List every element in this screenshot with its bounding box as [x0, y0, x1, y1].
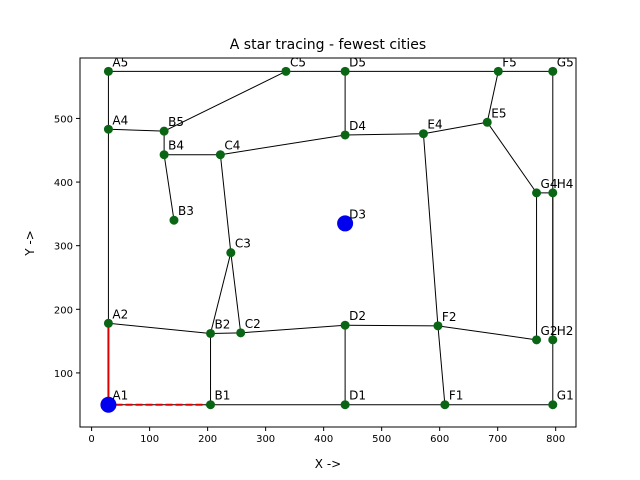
edge-E5-F5	[486, 71, 499, 123]
node-label-C5: C5	[290, 55, 306, 69]
node-B5	[159, 126, 169, 136]
chart-title: A star tracing - fewest cities	[230, 37, 426, 53]
node-label-D2: D2	[349, 309, 366, 323]
y-tick-label-200: 200	[54, 305, 73, 316]
node-label-B1: B1	[215, 389, 231, 403]
y-tick-label-100: 100	[54, 369, 73, 380]
node-label-A1: A1	[112, 389, 128, 403]
node-label-B5: B5	[168, 115, 184, 129]
edge-A2-B2	[108, 322, 211, 334]
x-tick-label-600: 600	[430, 434, 449, 445]
node-B2	[206, 328, 216, 338]
edge-E4-D4	[345, 133, 424, 136]
node-E4	[418, 129, 428, 139]
plot-area: A1 A2 A4 A5 B1 B2 B3 B4 B5 C2 C3 C4 C5 D1 D2 D4 D5 F1 F2 E4…	[100, 55, 574, 413]
y-tick-label-300: 300	[54, 242, 73, 253]
path-line	[107, 323, 211, 406]
node-label-G1: G1	[557, 389, 574, 403]
node-D3	[337, 215, 354, 232]
x-tick-label-100: 100	[140, 434, 159, 445]
edge-C4-C3	[219, 154, 232, 253]
node-label-G4: G4	[541, 177, 558, 191]
edge-D2-F2	[345, 324, 438, 327]
x-axis-label: X ->	[315, 457, 341, 471]
node-F5	[493, 66, 503, 76]
node-C5	[281, 66, 291, 76]
x-tick-label-300: 300	[256, 434, 275, 445]
node-label-B4: B4	[168, 139, 184, 153]
edge-D4-C4	[220, 134, 346, 156]
node-label-F5: F5	[502, 55, 517, 69]
node-A5	[103, 66, 113, 76]
node-D2	[340, 320, 350, 330]
x-tick-label-200: 200	[198, 434, 217, 445]
node-label-H4: H4	[557, 177, 574, 191]
node-label-A4: A4	[112, 113, 128, 127]
node-label-G2: G2	[541, 324, 558, 338]
node-A4	[103, 124, 113, 134]
node-label-A5: A5	[112, 55, 128, 69]
edge-F2-F1	[437, 325, 446, 405]
node-label-H2: H2	[557, 324, 574, 338]
x-tick-label-700: 700	[488, 434, 507, 445]
node-D1	[340, 400, 350, 410]
edge-C2-D2	[240, 324, 346, 334]
edge-B5-A4	[108, 128, 165, 132]
edge-F2-G2	[437, 325, 537, 341]
node-label-B3: B3	[178, 204, 194, 218]
node-H4	[548, 188, 558, 198]
node-C3	[226, 248, 236, 258]
node-label-D4: D4	[349, 119, 366, 133]
node-label-B2: B2	[215, 317, 231, 331]
edge-E5-E4	[423, 121, 488, 135]
node-A2	[103, 318, 113, 328]
node-label-D3: D3	[349, 207, 366, 221]
node-label-E4: E4	[427, 118, 442, 132]
node-H2	[548, 335, 558, 345]
axes-frame	[79, 57, 577, 428]
x-tick-label-0: 0	[88, 434, 94, 445]
axis-ticks: 0 100 200 300 400 500 600 700 800 100 200 300 400 500	[54, 114, 565, 445]
y-tick-label-500: 500	[54, 114, 73, 125]
node-label-D1: D1	[349, 389, 366, 403]
node-A1	[100, 396, 117, 413]
node-B4	[159, 150, 169, 160]
node-label-C2: C2	[245, 317, 261, 331]
node-C4	[215, 150, 225, 160]
y-axis-label: Y ->	[23, 230, 37, 257]
node-G2	[532, 335, 542, 345]
node-C2	[236, 328, 246, 338]
node-label-D5: D5	[349, 55, 366, 69]
node-label-F1: F1	[449, 389, 464, 403]
node-label-C3: C3	[235, 237, 251, 251]
x-tick-label-800: 800	[546, 434, 565, 445]
node-label-G5: G5	[557, 55, 574, 69]
node-E5	[482, 117, 492, 127]
node-label-E5: E5	[491, 106, 506, 120]
y-tick-label-400: 400	[54, 178, 73, 189]
node-label-F2: F2	[442, 310, 457, 324]
edge-B2-C3	[210, 252, 232, 334]
node-label-A2: A2	[112, 307, 128, 321]
node-G5	[548, 66, 558, 76]
node-F2	[433, 321, 443, 331]
x-tick-label-500: 500	[372, 434, 391, 445]
node-G4	[532, 188, 542, 198]
node-label-C4: C4	[224, 139, 240, 153]
node-D5	[340, 66, 350, 76]
edge-B2-C2	[210, 332, 241, 334]
node-D4	[340, 130, 350, 140]
edge-E4-F2	[422, 133, 439, 326]
edge-G4-E5	[486, 121, 537, 194]
edge-C3-C2	[230, 252, 242, 333]
node-B3	[169, 215, 179, 225]
edge-B4-B3	[163, 154, 175, 221]
node-F1	[440, 400, 450, 410]
x-tick-label-400: 400	[314, 434, 333, 445]
edge-B5-C5	[163, 70, 287, 132]
node-G1	[548, 400, 558, 410]
node-B1	[206, 400, 216, 410]
